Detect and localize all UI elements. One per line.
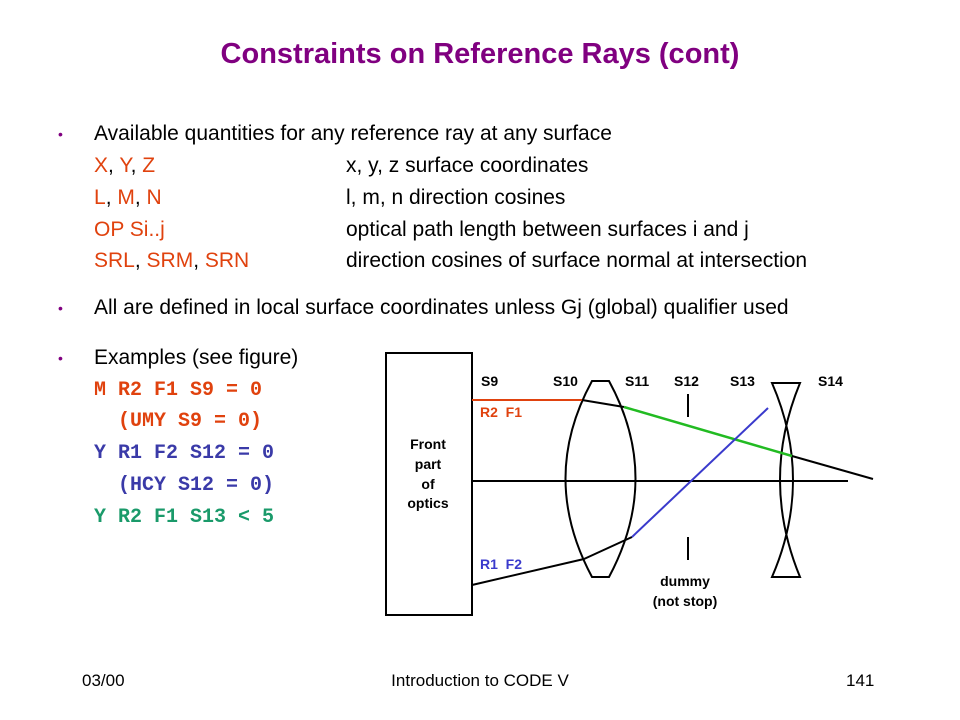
example-line: Y R2 F1 S13 < 5 bbox=[94, 506, 275, 529]
bullet-1-text: Available quantities for any reference r… bbox=[94, 122, 612, 145]
example-line: (UMY S9 = 0) bbox=[94, 410, 263, 433]
box-label-line: of bbox=[421, 476, 435, 492]
biconvex-lens bbox=[564, 380, 637, 578]
footer-page-number: 141 bbox=[846, 671, 875, 690]
dummy-label: dummy bbox=[660, 573, 710, 589]
ray-bottom-label: R1 F2 bbox=[480, 556, 522, 572]
ray-bottom-lens-segment bbox=[583, 536, 633, 560]
surface-label: S10 bbox=[553, 373, 578, 389]
quantity-row-sr: SRL, SRM, SRN bbox=[94, 249, 250, 272]
quantity-desc-xyz: x, y, z surface coordinates bbox=[346, 154, 589, 177]
bullet-marker: • bbox=[58, 350, 63, 366]
ray-bottom-blue-segment bbox=[631, 407, 769, 538]
footer-date: 03/00 bbox=[82, 671, 125, 690]
bullet-marker: • bbox=[58, 126, 63, 142]
quantity-row-op: OP Si..j bbox=[94, 218, 165, 241]
bullet-marker: • bbox=[58, 300, 63, 316]
surface-label: S14 bbox=[818, 373, 843, 389]
quantity-desc-lmn: l, m, n direction cosines bbox=[346, 186, 566, 209]
footer-center: Introduction to CODE V bbox=[391, 671, 569, 690]
surface-label: S13 bbox=[730, 373, 755, 389]
ray-top-label: R2 F1 bbox=[480, 404, 522, 420]
surface-label: S11 bbox=[625, 373, 649, 389]
box-label-line: optics bbox=[407, 495, 448, 511]
box-label-line: Front bbox=[410, 436, 446, 452]
quantity-desc-op: optical path length between surfaces i a… bbox=[346, 218, 749, 241]
quantity-row-xyz: X, Y, Z bbox=[94, 154, 156, 177]
example-line: Y R1 F2 S12 = 0 bbox=[94, 442, 275, 465]
ray-top-exit-segment bbox=[791, 455, 874, 480]
meniscus-lens bbox=[770, 382, 802, 578]
front-optics-box bbox=[385, 352, 473, 616]
ray-top-black-segment bbox=[581, 399, 625, 408]
quantity-desc-sr: direction cosines of surface normal at i… bbox=[346, 249, 808, 272]
surface-label: S12 bbox=[674, 373, 699, 389]
example-line: (HCY S12 = 0) bbox=[94, 474, 275, 497]
quantity-row-lmn: L, M, N bbox=[94, 186, 162, 209]
bullet-2-text: All are defined in local surface coordin… bbox=[94, 296, 789, 319]
ray-top-green-segment bbox=[623, 405, 793, 458]
slide-title: Constraints on Reference Rays (cont) bbox=[220, 38, 740, 70]
ray-bottom-entry-segment bbox=[471, 558, 585, 586]
box-label-line: part bbox=[415, 456, 442, 472]
surface-label: S9 bbox=[481, 373, 498, 389]
bullet-3-text: Examples (see figure) bbox=[94, 346, 299, 369]
dummy-label: (not stop) bbox=[653, 593, 718, 609]
example-line: M R2 F1 S9 = 0 bbox=[94, 379, 263, 402]
